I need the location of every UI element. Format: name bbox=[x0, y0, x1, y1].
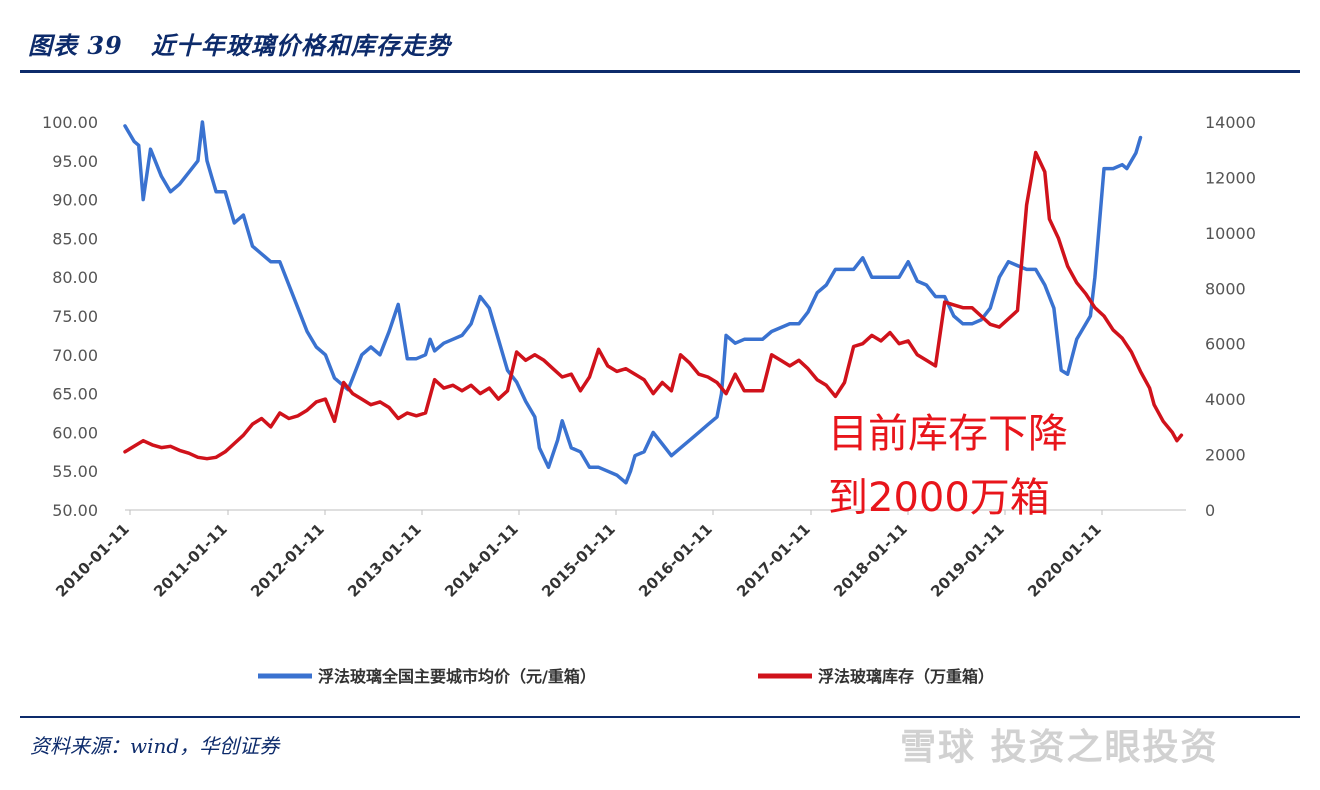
x-tick-label: 2020-01-11 bbox=[1024, 520, 1105, 601]
legend-label-price: 浮法玻璃全国主要城市均价（元/重箱） bbox=[318, 667, 596, 686]
left-tick-label: 80.00 bbox=[52, 268, 98, 287]
legend-label-inventory: 浮法玻璃库存（万重箱） bbox=[818, 667, 994, 686]
right-tick-label: 0 bbox=[1205, 501, 1215, 520]
figure-title: 图表 39 近十年玻璃价格和库存走势 bbox=[28, 26, 451, 61]
x-tick-label: 2012-01-11 bbox=[247, 520, 328, 601]
x-tick-label: 2015-01-11 bbox=[538, 520, 619, 601]
x-tick-label: 2016-01-11 bbox=[635, 520, 716, 601]
left-tick-label: 50.00 bbox=[52, 501, 98, 520]
left-tick-label: 100.00 bbox=[42, 113, 98, 132]
x-tick-label: 2019-01-11 bbox=[927, 520, 1008, 601]
right-tick-label: 12000 bbox=[1205, 168, 1256, 187]
x-tick-label: 2014-01-11 bbox=[441, 520, 522, 601]
figure-label: 图表 39 bbox=[28, 31, 123, 60]
right-tick-label: 14000 bbox=[1205, 113, 1256, 132]
right-tick-label: 10000 bbox=[1205, 224, 1256, 243]
x-tick-label: 2011-01-11 bbox=[150, 520, 231, 601]
annotation-line-1: 目前库存下降 bbox=[828, 411, 1068, 457]
left-tick-label: 55.00 bbox=[52, 462, 98, 481]
annotation: 目前库存下降 到2000万箱 bbox=[828, 411, 1068, 521]
left-tick-label: 70.00 bbox=[52, 346, 98, 365]
right-tick-label: 8000 bbox=[1205, 279, 1246, 298]
left-tick-label: 60.00 bbox=[52, 423, 98, 442]
right-tick-label: 4000 bbox=[1205, 390, 1246, 409]
series-line-price bbox=[123, 120, 1143, 485]
right-tick-label: 6000 bbox=[1205, 335, 1246, 354]
x-tick-label: 2013-01-11 bbox=[344, 520, 425, 601]
annotation-line-2: 到2000万箱 bbox=[828, 475, 1050, 521]
right-tick-label: 2000 bbox=[1205, 446, 1246, 465]
x-tick-label: 2018-01-11 bbox=[830, 520, 911, 601]
chart-canvas: 50.00 55.00 60.00 65.00 70.00 75.00 80.00 85.00… bbox=[42, 113, 1256, 686]
source-note: 资料来源：wind，华创证券 bbox=[30, 734, 280, 758]
left-tick-label: 85.00 bbox=[52, 229, 98, 248]
chart-title: 近十年玻璃价格和库存走势 bbox=[150, 31, 451, 60]
x-tick-label: 2010-01-11 bbox=[52, 520, 133, 601]
left-tick-label: 65.00 bbox=[52, 385, 98, 404]
watermark: 雪球 投资之眼投资 bbox=[900, 727, 1219, 768]
x-axis-ticks: 2010-01-11 2011-01-11 2012-01-11 2013-01-11… bbox=[52, 510, 1105, 601]
left-tick-label: 75.00 bbox=[52, 307, 98, 326]
left-tick-label: 95.00 bbox=[52, 152, 98, 171]
left-tick-label: 90.00 bbox=[52, 191, 98, 210]
right-axis-ticks: 0 2000 4000 6000 8000 10000 12000 14000 bbox=[1205, 113, 1256, 520]
x-tick-label: 2017-01-11 bbox=[733, 520, 814, 601]
source-divider bbox=[20, 716, 1300, 718]
series-line-inventory bbox=[123, 150, 1184, 461]
legend: 浮法玻璃全国主要城市均价（元/重箱） 浮法玻璃库存（万重箱） bbox=[258, 667, 994, 686]
left-axis-ticks: 50.00 55.00 60.00 65.00 70.00 75.00 80.00 85.00… bbox=[42, 113, 98, 520]
title-divider bbox=[20, 70, 1300, 73]
series-layer bbox=[123, 120, 1184, 485]
